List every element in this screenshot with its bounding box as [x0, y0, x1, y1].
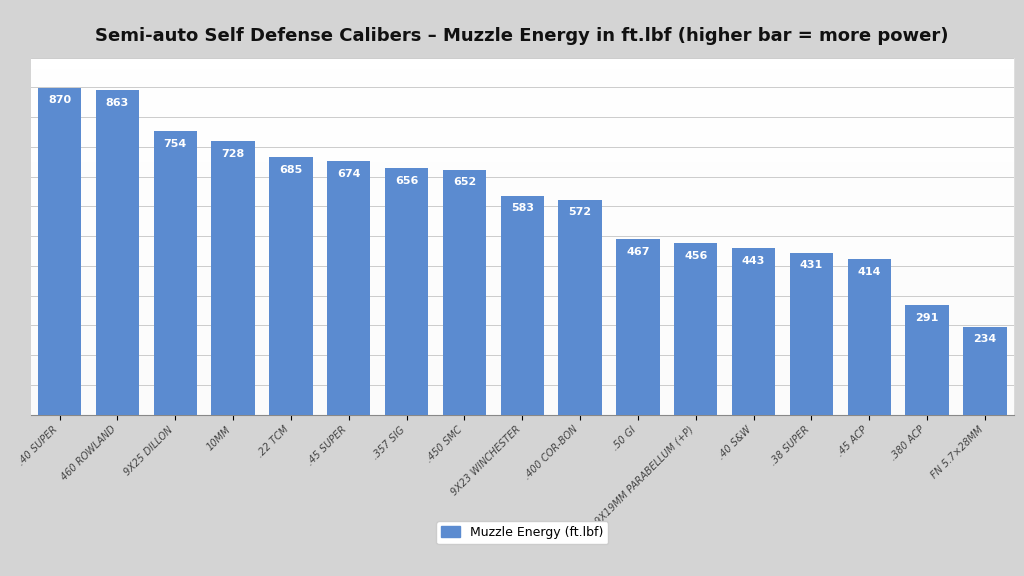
Text: 467: 467: [626, 247, 649, 257]
Bar: [385, 168, 428, 415]
Title: Semi-auto Self Defense Calibers – Muzzle Energy in ft.lbf (higher bar = more pow: Semi-auto Self Defense Calibers – Muzzle…: [95, 27, 949, 45]
Bar: [674, 243, 718, 415]
Bar: [905, 305, 948, 415]
Bar: [732, 248, 775, 415]
Text: 674: 674: [337, 169, 360, 179]
Text: 456: 456: [684, 251, 708, 261]
Bar: [38, 88, 81, 415]
Text: 572: 572: [568, 207, 592, 217]
Text: 754: 754: [164, 139, 187, 149]
Text: 583: 583: [511, 203, 534, 213]
Bar: [790, 253, 834, 415]
Bar: [501, 196, 544, 415]
Text: 414: 414: [857, 267, 881, 276]
Text: 652: 652: [453, 177, 476, 187]
Legend: Muzzle Energy (ft.lbf): Muzzle Energy (ft.lbf): [436, 521, 608, 544]
Text: 685: 685: [280, 165, 302, 175]
Bar: [964, 327, 1007, 415]
Bar: [154, 131, 197, 415]
Bar: [211, 141, 255, 415]
Bar: [848, 259, 891, 415]
Bar: [269, 157, 312, 415]
Bar: [327, 161, 371, 415]
Text: 656: 656: [395, 176, 418, 185]
Text: 728: 728: [221, 149, 245, 158]
Text: 863: 863: [105, 98, 129, 108]
Text: 870: 870: [48, 95, 72, 105]
Text: 443: 443: [741, 256, 765, 266]
Text: 291: 291: [915, 313, 939, 323]
Bar: [558, 200, 602, 415]
Bar: [96, 90, 139, 415]
Text: 234: 234: [973, 334, 996, 344]
Bar: [442, 169, 486, 415]
Bar: [616, 239, 659, 415]
Text: 431: 431: [800, 260, 823, 270]
